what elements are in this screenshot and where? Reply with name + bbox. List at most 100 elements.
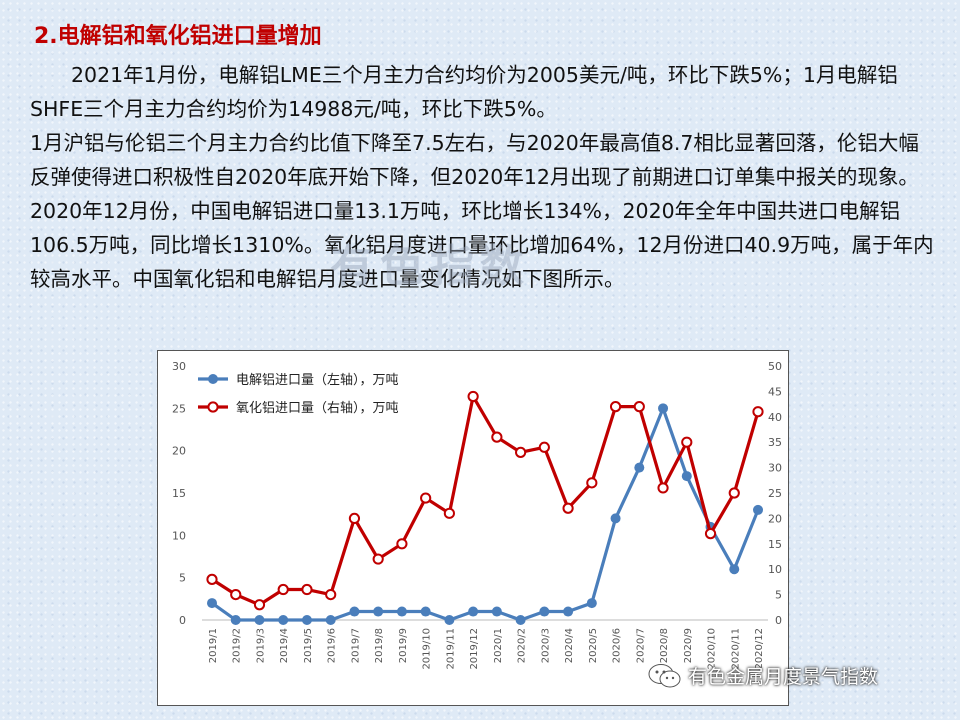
data-point-electrolytic-aluminum — [753, 504, 763, 515]
x-tick-label: 2019/7 — [350, 628, 361, 663]
data-point-alumina — [301, 583, 313, 596]
y-left-tick-label: 20 — [172, 445, 186, 458]
data-point-electrolytic-aluminum — [634, 462, 645, 473]
y-left-tick-label: 15 — [172, 487, 186, 500]
y-right-tick-label: 35 — [768, 436, 782, 449]
badge-text: 有色金属月度景气指数 — [688, 666, 879, 688]
data-point-electrolytic-aluminum — [729, 564, 740, 575]
x-tick-label: 2019/2 — [232, 628, 243, 663]
body-text: 2021年1月份，电解铝LME三个月主力合约均价为2005美元/吨，环比下跌5%… — [30, 58, 936, 296]
x-tick-label: 2020/4 — [564, 628, 575, 663]
data-point-alumina — [728, 487, 740, 499]
x-tick-label: 2020/2 — [517, 628, 528, 663]
y-right-tick-label: 20 — [768, 512, 782, 525]
y-right-tick-label: 45 — [768, 385, 782, 398]
data-point-alumina — [562, 502, 574, 514]
x-tick-label: 2020/1 — [493, 628, 504, 663]
data-point-electrolytic-aluminum — [468, 606, 479, 617]
y-right-tick-label: 15 — [768, 538, 782, 551]
data-point-electrolytic-aluminum — [349, 606, 360, 617]
data-point-electrolytic-aluminum — [230, 615, 241, 625]
wechat-badge: 有色金属月度景气指数 — [648, 662, 878, 689]
y-right-tick-label: 5 — [775, 589, 782, 602]
y-right-tick-label: 10 — [768, 563, 782, 576]
data-point-electrolytic-aluminum — [658, 403, 669, 414]
y-left-tick-label: 10 — [172, 529, 186, 542]
legend-label: 氧化铝进口量（右轴），万吨 — [236, 401, 399, 416]
data-point-electrolytic-aluminum — [301, 615, 312, 625]
x-tick-label: 2020/12 — [754, 628, 765, 670]
data-point-electrolytic-aluminum — [207, 598, 217, 609]
data-point-alumina — [396, 538, 408, 550]
data-point-alumina — [277, 583, 289, 596]
x-tick-label: 2020/6 — [612, 628, 623, 663]
y-left-tick-label: 30 — [172, 360, 186, 373]
legend-label: 电解铝进口量（左轴），万吨 — [236, 373, 399, 388]
x-tick-label: 2019/3 — [255, 628, 266, 663]
x-tick-label: 2019/9 — [398, 628, 409, 663]
legend-swatch-marker — [208, 374, 218, 384]
data-point-electrolytic-aluminum — [586, 598, 597, 609]
y-left-tick-label: 25 — [172, 402, 186, 415]
import-volume-chart: 0 5 10 15 20 25 30 0 5 10 15 20 25 30 35 40 45 50 2019/1 20… — [157, 350, 789, 706]
y-left-tick-label: 0 — [179, 614, 186, 627]
data-point-electrolytic-aluminum — [515, 615, 526, 625]
data-point-alumina — [372, 553, 384, 565]
data-point-alumina — [230, 589, 242, 601]
data-point-electrolytic-aluminum — [563, 606, 574, 617]
y-right-tick-label: 30 — [768, 462, 782, 475]
data-point-electrolytic-aluminum — [325, 615, 336, 625]
data-point-alumina — [206, 573, 218, 585]
x-tick-label: 2020/9 — [683, 628, 694, 663]
data-point-electrolytic-aluminum — [373, 606, 384, 617]
x-tick-label: 2020/10 — [707, 628, 718, 670]
data-point-electrolytic-aluminum — [444, 615, 455, 625]
watermark-logo: 有色指数 — [330, 241, 530, 292]
x-tick-label: 2020/11 — [730, 628, 741, 670]
x-tick-label: 2019/8 — [374, 628, 385, 663]
data-point-alumina — [443, 507, 455, 519]
y-right-tick-label: 25 — [768, 487, 782, 500]
data-point-alumina — [538, 441, 550, 453]
y-right-tick-label: 50 — [768, 360, 782, 373]
data-point-alumina — [704, 528, 717, 540]
data-point-electrolytic-aluminum — [491, 606, 502, 617]
data-point-alumina — [657, 482, 669, 494]
x-tick-label: 2020/3 — [540, 628, 551, 663]
data-point-electrolytic-aluminum — [610, 513, 621, 524]
legend-swatch-marker — [207, 401, 219, 413]
data-point-alumina — [609, 401, 622, 413]
chart-svg: 0 5 10 15 20 25 30 0 5 10 15 20 25 30 35 40 45 50 2019/1 20… — [172, 360, 782, 670]
paragraph-price: 2021年1月份，电解铝LME三个月主力合约均价为2005美元/吨，环比下跌5%… — [30, 63, 898, 121]
x-tick-label: 2019/10 — [422, 628, 433, 670]
data-point-alumina — [491, 431, 503, 443]
y-left-tick-label: 5 — [179, 572, 186, 585]
x-tick-label: 2019/4 — [279, 628, 290, 663]
data-point-electrolytic-aluminum — [420, 606, 431, 617]
paragraph-imports: 1月沪铝与伦铝三个月主力合约比值下降至7.5左右，与2020年最高值8.7相比显… — [30, 131, 934, 291]
data-point-alumina — [586, 477, 598, 489]
data-point-alumina — [420, 492, 432, 504]
x-tick-label: 2020/8 — [659, 628, 670, 663]
data-point-alumina — [633, 401, 645, 413]
data-point-alumina — [681, 436, 693, 448]
y-right-tick-label: 0 — [775, 614, 782, 627]
x-tick-label: 2019/6 — [327, 628, 338, 663]
x-tick-label: 2020/5 — [588, 628, 599, 663]
data-point-electrolytic-aluminum — [681, 471, 692, 482]
data-point-alumina — [253, 599, 266, 611]
data-point-electrolytic-aluminum — [539, 606, 550, 617]
x-tick-label: 2019/12 — [469, 628, 480, 670]
x-tick-label: 2019/1 — [208, 628, 219, 663]
data-point-alumina — [515, 446, 527, 458]
section-heading: 2.电解铝和氧化铝进口量增加 — [34, 24, 322, 49]
data-point-alumina — [467, 390, 479, 403]
x-tick-label: 2019/11 — [445, 628, 456, 670]
series-line-alumina — [211, 394, 760, 607]
data-point-electrolytic-aluminum — [254, 615, 265, 625]
data-point-electrolytic-aluminum — [278, 615, 289, 625]
data-point-alumina — [325, 589, 337, 601]
y-right-tick-label: 40 — [768, 411, 782, 424]
data-point-electrolytic-aluminum — [396, 606, 407, 617]
data-point-alumina — [752, 406, 764, 418]
